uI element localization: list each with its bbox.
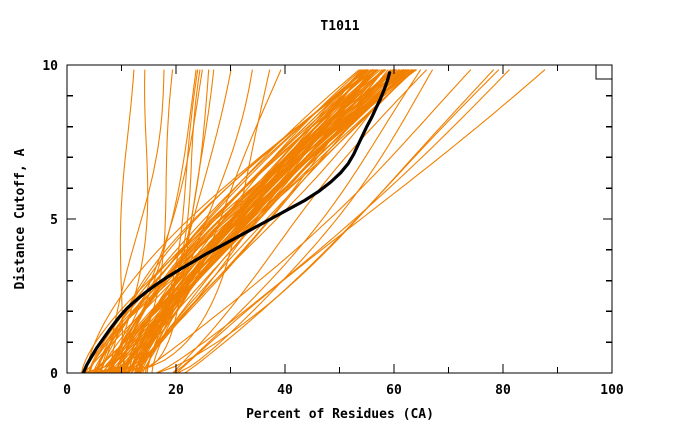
prediction-curve xyxy=(172,69,428,373)
prediction-curve xyxy=(130,69,404,373)
x-tick-label: 0 xyxy=(63,383,71,398)
prediction-curve xyxy=(110,69,397,373)
chart-title: T1011 xyxy=(320,19,359,34)
prediction-curve xyxy=(125,69,396,373)
y-axis-ticks xyxy=(67,64,612,374)
y-tick-label: 5 xyxy=(50,213,58,228)
prediction-curve xyxy=(128,69,384,373)
prediction-curve xyxy=(102,69,149,373)
prediction-curves-group xyxy=(80,69,546,373)
prediction-curve xyxy=(100,69,374,373)
x-tick-label: 40 xyxy=(277,383,293,398)
prediction-curve xyxy=(118,69,135,373)
x-axis-ticks xyxy=(66,65,613,373)
prediction-curve xyxy=(142,69,391,373)
prediction-curve xyxy=(95,69,282,373)
x-axis-tick-labels: 0 20 40 60 80 100 xyxy=(63,383,624,398)
prediction-curve xyxy=(113,69,232,373)
prediction-curve xyxy=(105,69,377,373)
y-tick-label: 0 xyxy=(50,367,58,382)
y-axis-tick-labels: 0 5 10 xyxy=(42,59,58,382)
x-tick-label: 100 xyxy=(600,383,624,398)
prediction-curve xyxy=(177,69,434,373)
reference-curve-group xyxy=(81,71,392,373)
prediction-curve xyxy=(94,69,201,373)
prediction-curve xyxy=(156,69,510,373)
prediction-curve xyxy=(101,69,364,373)
x-tick-label: 60 xyxy=(386,383,402,398)
x-tick-label: 20 xyxy=(168,383,184,398)
prediction-curve xyxy=(121,69,366,373)
y-tick-label: 10 xyxy=(42,59,58,74)
prediction-curve xyxy=(138,69,472,373)
prediction-curve xyxy=(176,69,546,373)
x-tick-label: 80 xyxy=(495,383,511,398)
x-axis-title: Percent of Residues (CA) xyxy=(246,407,434,422)
y-axis-title: Distance Cutoff, A xyxy=(13,148,28,289)
prediction-curve xyxy=(184,69,500,373)
prediction-curve xyxy=(83,69,368,373)
